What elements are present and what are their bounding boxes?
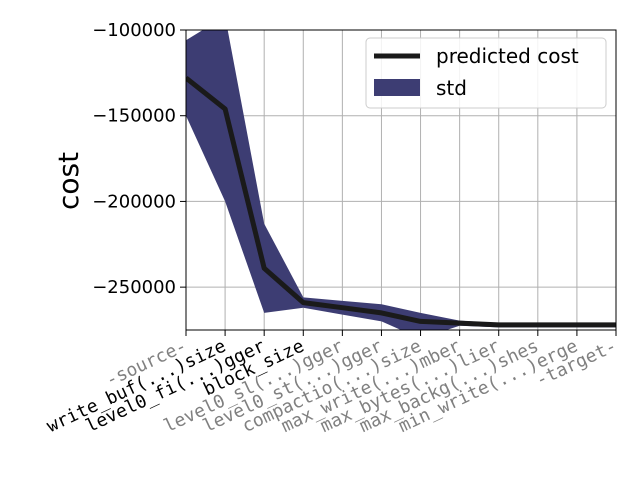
y-tick-label: −100000: [92, 20, 176, 41]
y-tick-label: −200000: [92, 191, 176, 212]
legend: predicted cost std: [365, 37, 607, 109]
x-ticks: -source-write_buf(...)sizelevel0_fi(...)…: [44, 330, 620, 437]
legend-frame: [365, 37, 607, 109]
std-band: [186, 30, 616, 330]
y-tick-label: −150000: [92, 106, 176, 127]
legend-label-std: std: [436, 76, 467, 100]
y-ticks: −100000 −150000 −200000 −250000: [92, 20, 186, 298]
plot-frame: [185, 29, 617, 331]
data-layer: [186, 30, 616, 330]
predicted-cost-line: [186, 76, 616, 328]
legend-label-predicted-cost: predicted cost: [436, 44, 579, 68]
y-axis-label: cost: [52, 152, 85, 210]
legend-band-swatch: [374, 79, 420, 96]
y-tick-label: −250000: [92, 277, 176, 298]
